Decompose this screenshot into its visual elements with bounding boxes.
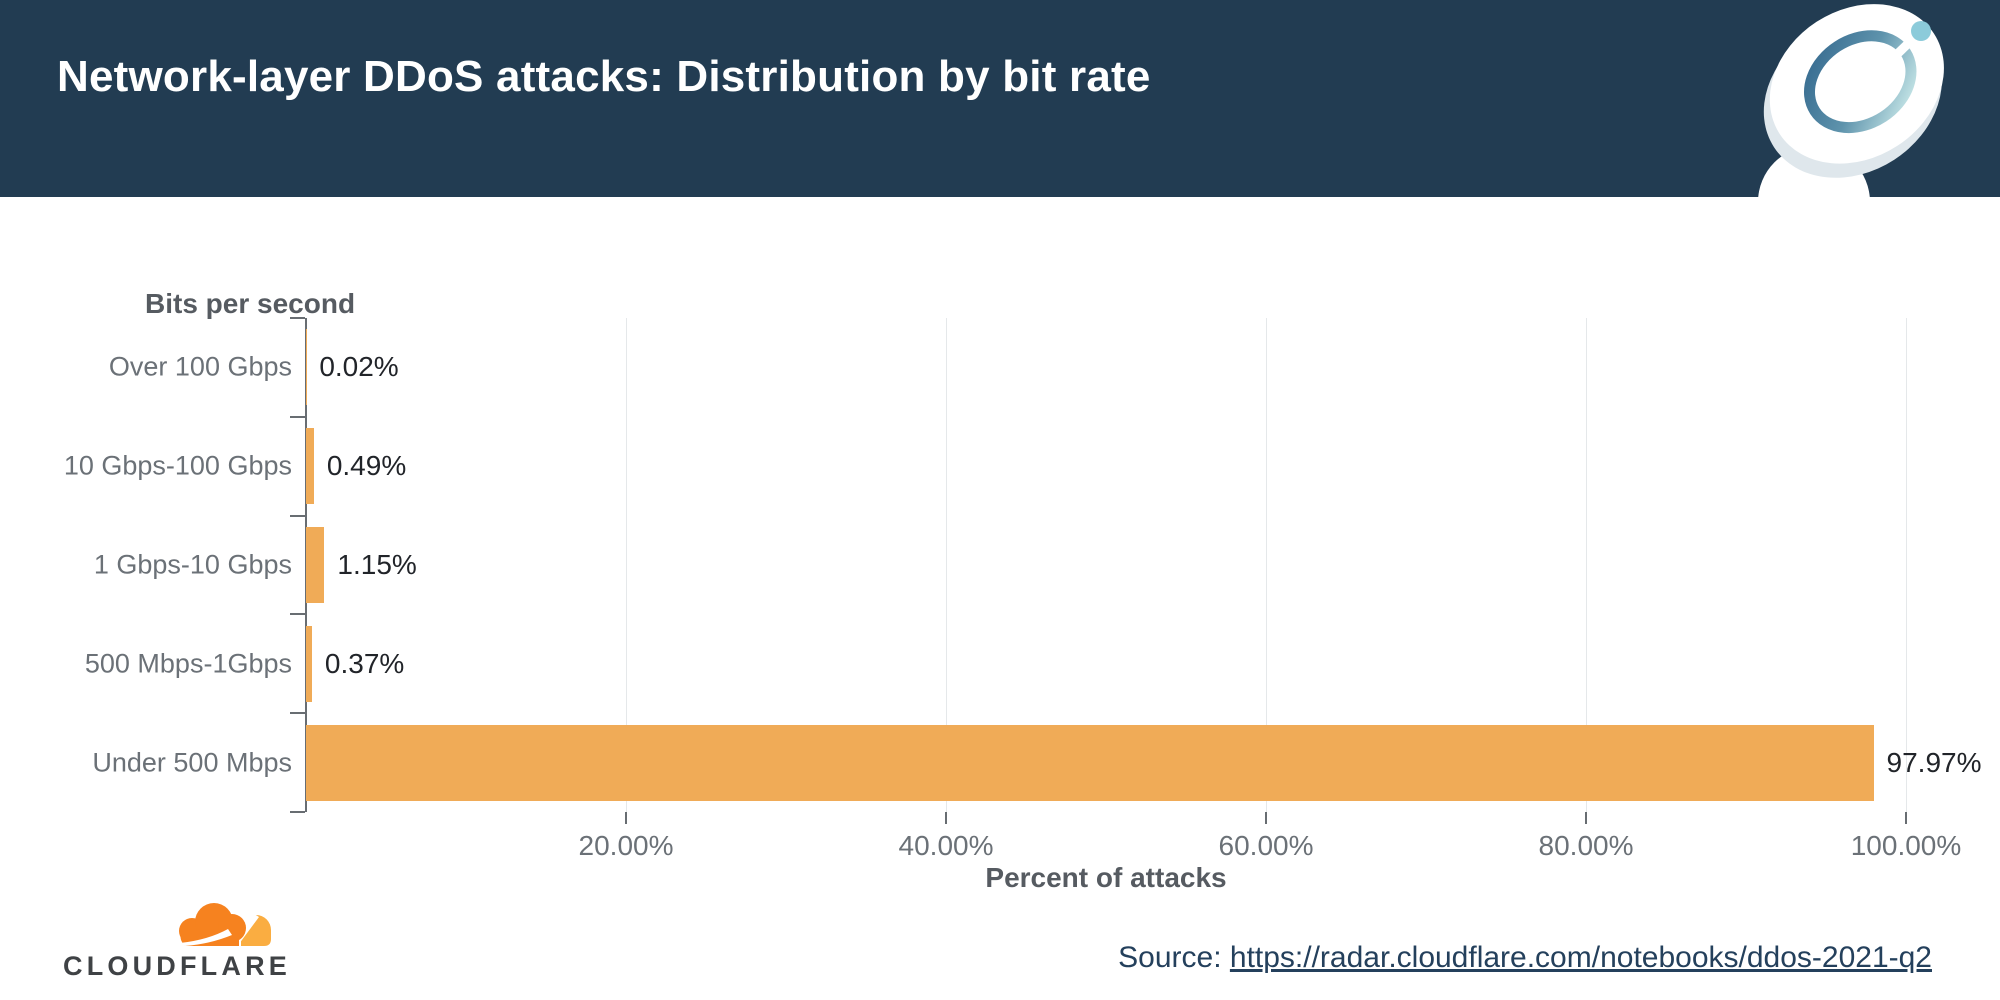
page-title: Network-layer DDoS attacks: Distribution… xyxy=(57,52,1151,101)
x-axis-tick xyxy=(1265,812,1267,824)
category-label: Under 500 Mbps xyxy=(92,747,292,778)
satellite-dish-icon xyxy=(1758,4,1944,197)
bar-value-label: 0.49% xyxy=(326,450,407,482)
bar-value-label: 0.02% xyxy=(319,351,399,383)
y-axis-tick xyxy=(290,317,305,319)
x-axis-tick-label: 60.00% xyxy=(1218,830,1314,861)
cloudflare-wordmark: CLOUDFLARE xyxy=(63,951,291,981)
x-axis-title: Percent of attacks xyxy=(985,862,1227,893)
x-axis-tick-label: 80.00% xyxy=(1538,830,1634,861)
x-axis-tick xyxy=(1905,812,1907,824)
bar xyxy=(306,724,1874,801)
x-axis-tick-label: 100.00% xyxy=(1850,830,1962,861)
bar xyxy=(306,527,325,603)
category-label: 500 Mbps-1Gbps xyxy=(84,648,292,679)
bar-value-label: 97.97% xyxy=(1886,746,1982,778)
bar xyxy=(306,625,312,702)
bar-value-label: 0.37% xyxy=(324,647,405,679)
x-axis-tick xyxy=(625,812,627,824)
source-attribution: Source: https://radar.cloudflare.com/not… xyxy=(1118,941,1932,975)
category-label: Over 100 Gbps xyxy=(108,351,292,382)
header-banner: Network-layer DDoS attacks: Distribution… xyxy=(0,0,2000,197)
x-axis-tick-label: 20.00% xyxy=(578,830,674,861)
y-axis-tick xyxy=(290,811,305,813)
gridline xyxy=(1585,318,1587,812)
y-axis-title: Bits per second xyxy=(145,288,356,319)
gridline xyxy=(1265,318,1267,812)
gridline xyxy=(945,318,947,812)
gridline xyxy=(625,318,627,812)
source-label: Source: xyxy=(1118,941,1230,974)
y-axis-tick xyxy=(290,613,305,616)
category-label: 10 Gbps-100 Gbps xyxy=(63,450,292,481)
bar xyxy=(306,428,314,505)
cloudflare-logo: CLOUDFLARE xyxy=(63,899,291,981)
bar-chart-plot-area: 20.00% 40.00% 60.00% 80.00% 100.00% Over 100 … xyxy=(64,317,1981,861)
gridline xyxy=(1905,318,1907,812)
x-axis-tick-label: 40.00% xyxy=(898,830,994,861)
category-label: 1 Gbps-10 Gbps xyxy=(93,549,292,580)
source-link[interactable]: https://radar.cloudflare.com/notebooks/d… xyxy=(1229,941,1932,974)
y-axis-tick xyxy=(290,712,305,715)
x-axis-tick xyxy=(945,812,947,824)
y-axis-tick xyxy=(290,415,305,418)
bar-value-label: 1.15% xyxy=(337,549,417,580)
x-axis-tick xyxy=(1585,812,1587,824)
cloudflare-cloud-icon xyxy=(179,903,271,948)
y-axis-tick xyxy=(290,514,305,517)
